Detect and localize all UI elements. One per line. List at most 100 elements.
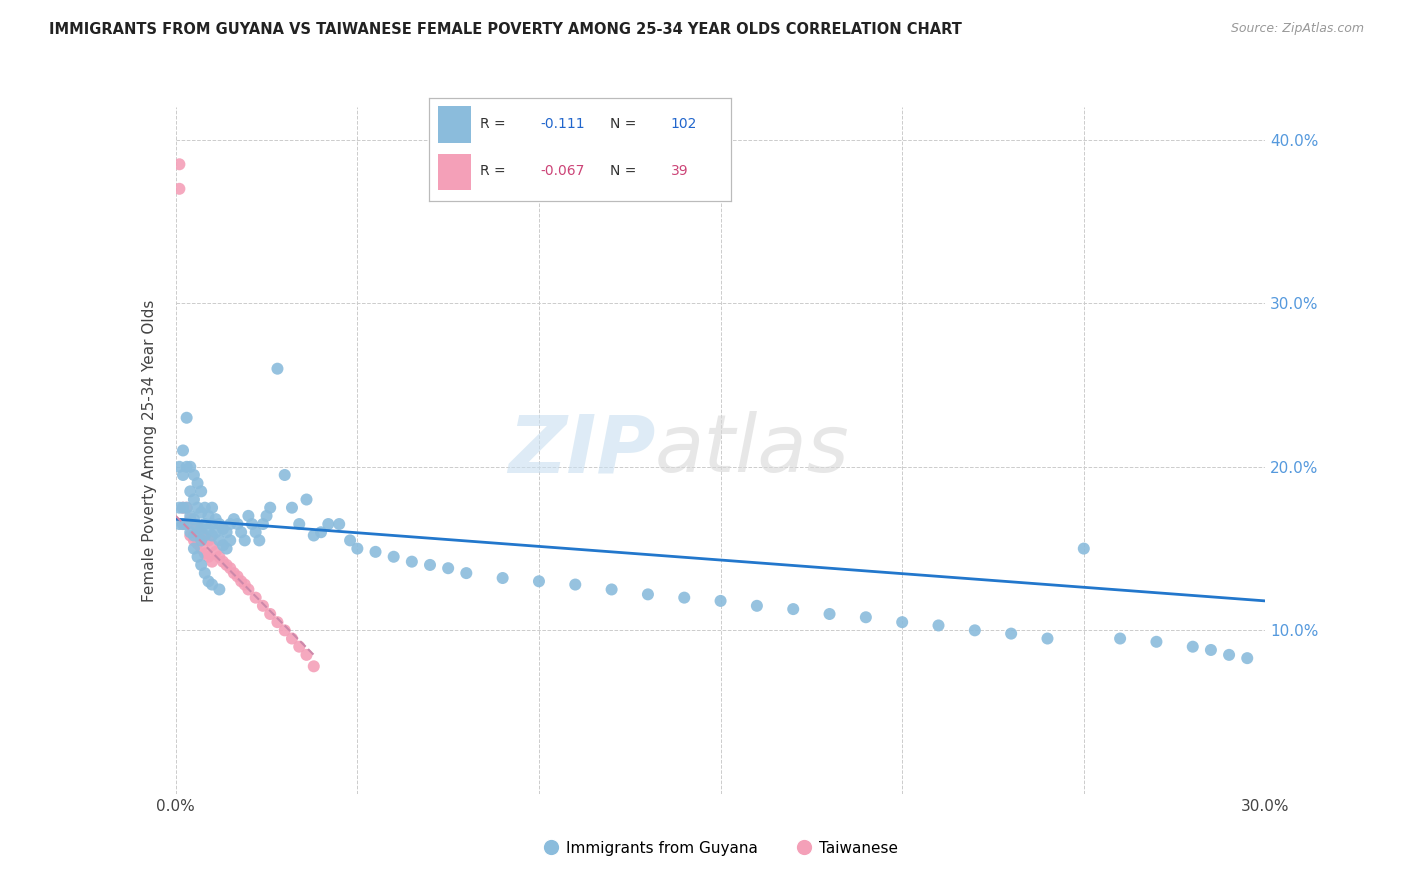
Text: ZIP: ZIP [508,411,655,490]
Point [169,459,191,474]
Point [204,512,226,526]
Point [176,410,198,425]
Point [710,594,733,608]
Point [492,571,515,585]
Point [183,533,205,548]
Point [201,538,224,552]
Bar [437,106,471,144]
Point [364,545,387,559]
Point [527,574,550,589]
Point [1036,632,1059,646]
Point [190,525,212,540]
Point [201,577,224,591]
Legend: Immigrants from Guyana, Taiwanese: Immigrants from Guyana, Taiwanese [537,835,904,862]
Point [169,182,191,196]
Y-axis label: Female Poverty Among 25-34 Year Olds: Female Poverty Among 25-34 Year Olds [142,300,157,601]
Point [176,500,198,515]
Point [183,541,205,556]
Point [204,525,226,540]
Text: IMMIGRANTS FROM GUYANA VS TAIWANESE FEMALE POVERTY AMONG 25-34 YEAR OLDS CORRELA: IMMIGRANTS FROM GUYANA VS TAIWANESE FEMA… [49,22,962,37]
Point [219,533,242,548]
Text: Source: ZipAtlas.com: Source: ZipAtlas.com [1230,22,1364,36]
Point [309,525,332,540]
Point [190,541,212,556]
Point [274,467,297,482]
Point [197,533,219,548]
Point [194,546,217,561]
Point [179,528,201,542]
Point [169,500,191,515]
Text: 39: 39 [671,164,689,178]
Point [179,512,201,526]
Point [186,536,209,550]
Point [208,549,231,564]
Point [745,599,768,613]
Point [782,602,804,616]
Point [346,541,368,556]
Text: -0.067: -0.067 [541,164,585,178]
Point [222,566,245,580]
Point [201,516,224,531]
Point [637,587,659,601]
Point [183,512,205,526]
Point [186,476,209,491]
Point [208,516,231,531]
Point [212,555,235,569]
Point [169,516,191,531]
Point [194,530,217,544]
Point [281,632,304,646]
Point [318,516,340,531]
Point [176,500,198,515]
Point [226,569,249,583]
Point [245,525,267,540]
Point [179,508,201,523]
Point [186,549,209,564]
Text: R =: R = [481,117,510,131]
Bar [437,153,471,190]
Point [197,508,219,523]
Point [401,555,423,569]
Point [288,640,311,654]
Point [197,549,219,564]
Point [245,591,267,605]
Point [302,659,325,673]
Point [928,618,950,632]
Point [190,522,212,536]
Point [281,500,304,515]
Point [222,512,245,526]
Point [194,516,217,531]
Point [183,528,205,542]
Point [172,516,194,531]
Point [197,574,219,589]
Point [169,157,191,171]
Point [891,615,914,630]
Point [437,561,460,575]
Point [197,522,219,536]
Point [215,541,238,556]
Point [302,528,325,542]
Point [208,533,231,548]
Point [818,607,841,621]
Point [1181,640,1204,654]
Point [673,591,696,605]
Point [1109,632,1132,646]
Point [194,566,217,580]
Point [600,582,623,597]
Point [240,516,263,531]
Point [252,516,274,531]
Point [233,577,256,591]
Point [172,500,194,515]
Point [226,516,249,531]
Point [190,484,212,499]
Point [564,577,586,591]
Point [172,500,194,515]
Text: atlas: atlas [655,411,851,490]
Point [231,525,253,540]
Point [328,516,350,531]
Point [190,558,212,572]
Point [419,558,441,572]
Point [295,648,318,662]
Point [190,533,212,548]
Point [183,516,205,531]
Point [194,528,217,542]
